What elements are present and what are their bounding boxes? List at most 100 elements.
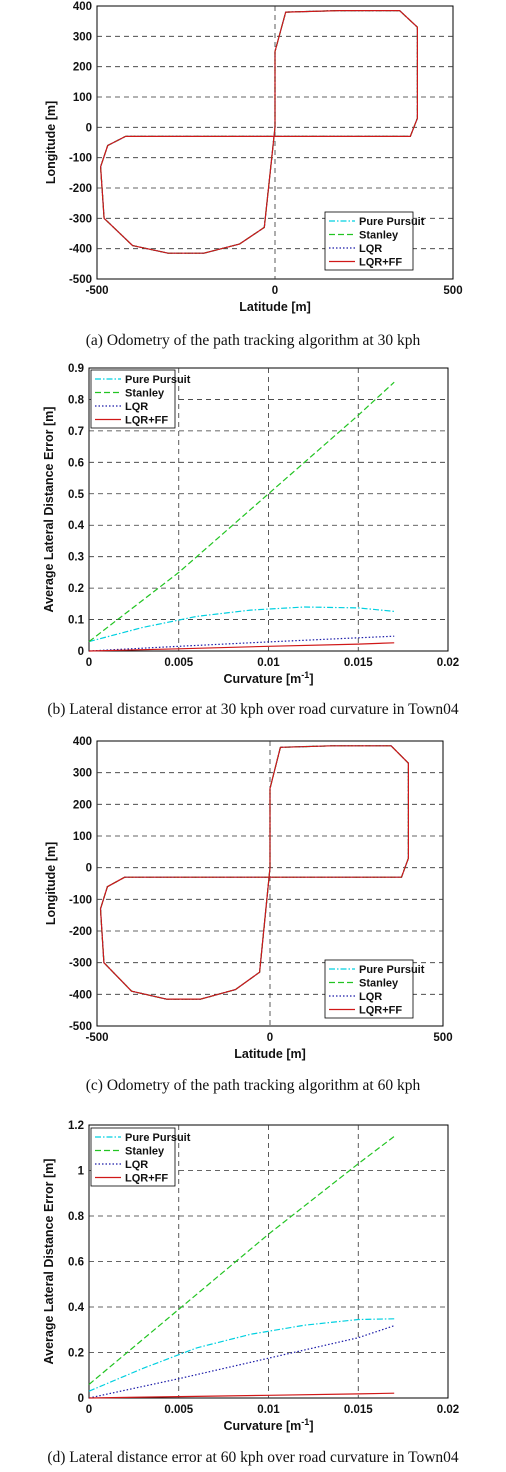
caption-b: (b) Lateral distance error at 30 kph ove… — [47, 701, 459, 718]
y-axis-label: Average Lateral Distance Error [m] — [42, 1159, 56, 1365]
y-tick-label: -200 — [69, 183, 92, 195]
y-tick-label: 300 — [73, 768, 92, 780]
legend-box — [324, 959, 414, 1019]
y-tick-label: -300 — [69, 958, 92, 970]
y-tick-label: -400 — [69, 244, 92, 256]
legend-label: LQR — [125, 1159, 148, 1171]
legend-label: LQR — [359, 991, 382, 1003]
series-line-stanley — [88, 1135, 395, 1385]
series-line-lqr-ff — [88, 642, 395, 652]
legend-label: LQR+FF — [125, 415, 168, 427]
legend-label: Stanley — [359, 978, 399, 990]
x-tick-label: 0.01 — [257, 657, 280, 669]
legend-label: Pure Pursuit — [125, 374, 191, 386]
y-axis-label: Average Lateral Distance Error [m] — [42, 407, 56, 613]
y-tick-label: 0.5 — [68, 489, 85, 501]
y-tick-label: -500 — [69, 274, 92, 286]
series-line-lqr — [88, 635, 395, 652]
series-line-stanley — [88, 381, 395, 643]
x-axis-label: Curvature [m-1] — [224, 670, 314, 686]
x-tick-label: 0 — [86, 1404, 92, 1416]
figure-panel-d: 1.2 1 0.8 0.6 0.4 0.2 0 0 0.005 0.01 0.015 0.02 Curv… — [0, 1095, 506, 1472]
x-tick-label: 0.005 — [164, 657, 193, 669]
y-tick-label: 200 — [73, 799, 92, 811]
y-tick-label: 1 — [78, 1166, 85, 1178]
legend-label: Stanley — [359, 230, 399, 242]
caption-d: (d) Lateral distance error at 60 kph ove… — [47, 1449, 459, 1466]
legend-label: LQR — [125, 401, 148, 413]
x-axis-label: Latitude [m] — [234, 1047, 306, 1061]
legend-label: LQR+FF — [359, 1005, 402, 1017]
legend-label: LQR+FF — [359, 257, 402, 269]
y-tick-label: 0 — [78, 646, 84, 658]
x-tick-label: 0.02 — [437, 1404, 459, 1416]
x-axis-label-exponent: -1 — [301, 670, 309, 680]
y-tick-label: 0.2 — [68, 1348, 84, 1360]
chart-odometry-60kph: 400 300 200 100 0 -100 -200 -300 -400 -500-500 0 50… — [44, 736, 453, 1061]
x-tick-label: 0 — [267, 1032, 273, 1044]
y-tick-label: 0.6 — [68, 457, 84, 469]
y-tick-label: 0.1 — [68, 615, 85, 627]
x-axis-label: Curvature [m-1] — [224, 1417, 314, 1433]
x-tick-label: -500 — [85, 1032, 108, 1044]
y-tick-label: 0.4 — [68, 520, 85, 532]
legend-box — [90, 369, 176, 429]
caption-c: (c) Odometry of the path tracking algori… — [85, 1077, 421, 1094]
y-tick-label: -500 — [69, 1021, 92, 1033]
series-line-lqr-ff — [88, 1392, 395, 1399]
x-tick-label: 500 — [433, 1032, 452, 1044]
y-tick-label: 100 — [73, 92, 92, 104]
chart-lateral-error-30kph: 0.9 0.8 0.7 0.6 0.5 0.4 0.3 0.2 0.1 00 0.005 0.01 0.… — [42, 363, 459, 686]
y-tick-label: 0.8 — [68, 394, 85, 406]
chart-lateral-error-60kph: 1.2 1 0.8 0.6 0.4 0.2 00 0.005 0.01 0.015 0.02 Curv… — [42, 1120, 459, 1433]
x-tick-label: 0.015 — [344, 657, 373, 669]
y-tick-label: -200 — [69, 926, 92, 938]
y-tick-label: 0.4 — [68, 1302, 85, 1314]
y-tick-label: 0 — [86, 863, 92, 875]
legend-label: LQR+FF — [125, 1173, 168, 1185]
y-tick-label: 0.6 — [68, 1257, 84, 1269]
y-tick-label: 100 — [73, 831, 92, 843]
figure-panel-c: 400 300 200 100 0 -100 -200 -300 -400 -500 -500 0 50… — [0, 730, 506, 1095]
y-tick-label: 0.9 — [68, 363, 84, 375]
x-axis-label-exponent: -1 — [301, 1417, 309, 1427]
series-line-pure-pursuit — [88, 1318, 395, 1392]
legend-label: Stanley — [125, 1146, 165, 1158]
x-tick-label: 0.02 — [437, 657, 459, 669]
legend-box — [324, 211, 414, 271]
x-tick-label: 0.005 — [164, 1404, 193, 1416]
y-tick-label: 0 — [78, 1393, 84, 1405]
x-tick-label: 0.01 — [257, 1404, 280, 1416]
legend-label: Stanley — [125, 388, 165, 400]
x-axis-label: Latitude [m] — [239, 300, 311, 314]
y-tick-label: 400 — [73, 736, 92, 748]
y-tick-label: -300 — [69, 213, 92, 225]
x-tick-label: 500 — [443, 285, 462, 297]
chart-odometry-30kph: 400 300 200 100 0 -100 -200 -300 -400 -500-500 0 50… — [44, 1, 463, 314]
figure-panel-b: 0.9 0.8 0.7 0.6 0.5 0.4 0.3 0.2 0.1 0 0 0.005 0.01 0.… — [0, 360, 506, 730]
x-tick-label: 0 — [272, 285, 278, 297]
legend-label: Pure Pursuit — [125, 1132, 191, 1144]
y-tick-label: 0.2 — [68, 583, 84, 595]
figure-panel-a: 400 300 200 100 0 -100 -200 -300 -400 -500 -500 0 50… — [0, 0, 506, 360]
y-tick-label: 0.3 — [68, 552, 84, 564]
y-tick-label: 200 — [73, 62, 92, 74]
y-tick-label: 1.2 — [68, 1120, 84, 1132]
legend-label: Pure Pursuit — [359, 964, 425, 976]
y-tick-label: 400 — [73, 1, 92, 13]
y-tick-label: 0.7 — [68, 426, 84, 438]
y-tick-label: -100 — [69, 153, 92, 165]
y-tick-label: -400 — [69, 989, 92, 1001]
x-tick-label: -500 — [85, 285, 108, 297]
series-line-lqr-ff — [99, 745, 409, 1000]
series-line-lqr-ff — [99, 10, 418, 254]
x-tick-label: 0.015 — [344, 1404, 373, 1416]
y-axis-label: Longitude [m] — [44, 842, 58, 925]
y-axis-label: Longitude [m] — [44, 101, 58, 184]
caption-a: (a) Odometry of the path tracking algori… — [85, 332, 421, 349]
y-tick-label: -100 — [69, 894, 92, 906]
y-tick-label: 0 — [86, 122, 92, 134]
legend-box — [90, 1127, 176, 1187]
x-axis-label-end: ] — [309, 672, 313, 686]
x-axis-label-end: ] — [309, 1419, 313, 1433]
